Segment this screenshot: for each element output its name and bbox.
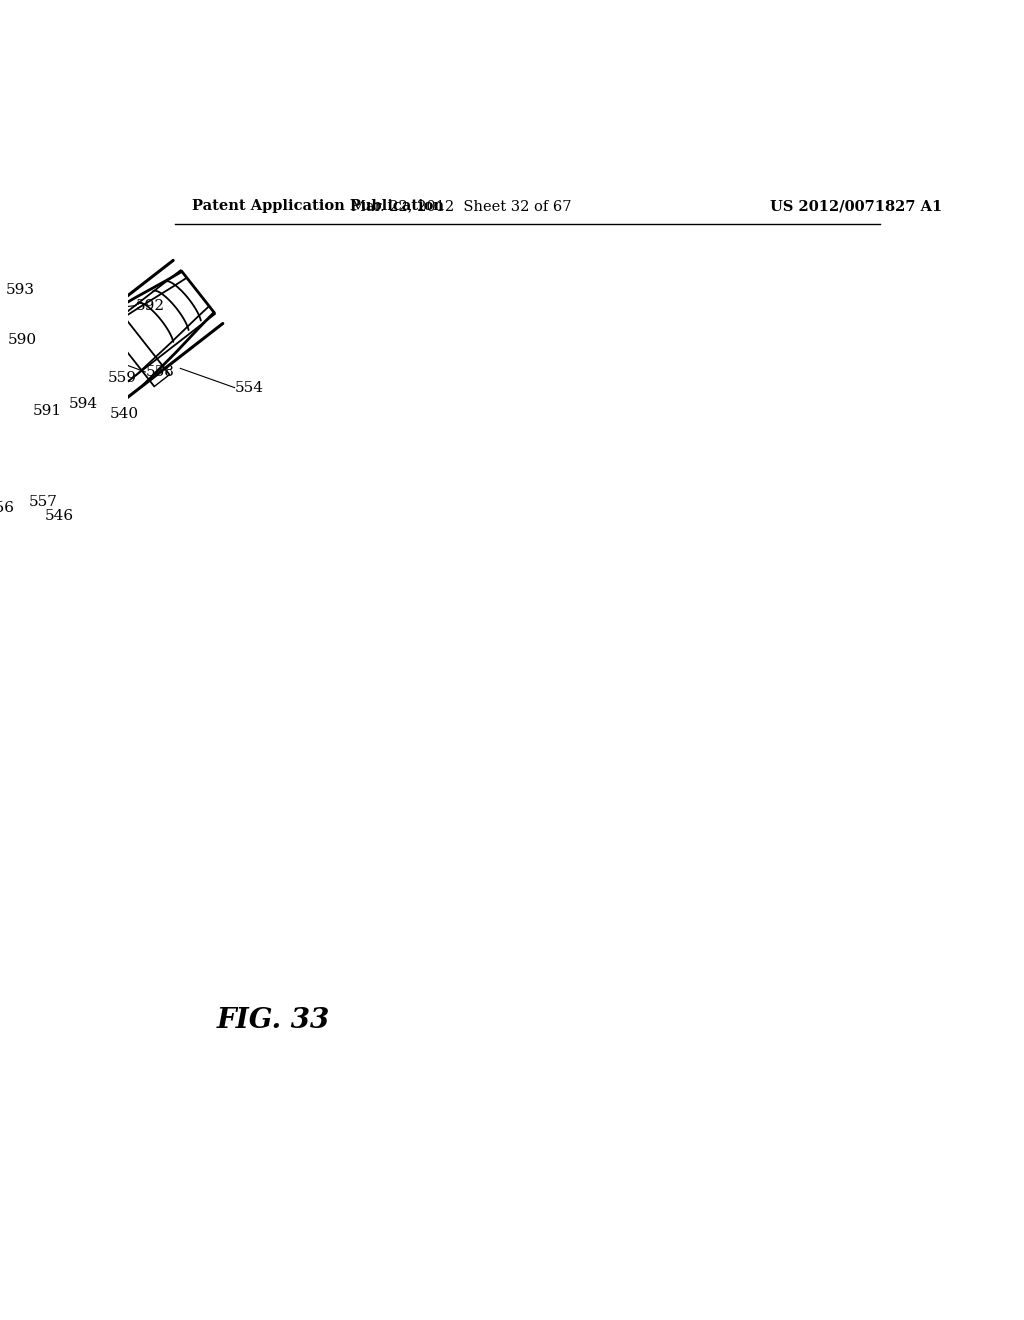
Text: 592: 592 (136, 298, 165, 313)
Text: 559: 559 (108, 371, 136, 385)
Text: 590: 590 (7, 333, 37, 347)
Text: 546: 546 (44, 510, 74, 523)
Text: 557: 557 (30, 495, 58, 508)
Text: US 2012/0071827 A1: US 2012/0071827 A1 (770, 199, 943, 213)
Text: 558: 558 (145, 364, 174, 379)
Text: 540: 540 (110, 407, 139, 421)
Text: Patent Application Publication: Patent Application Publication (191, 199, 443, 213)
Text: Mar. 22, 2012  Sheet 32 of 67: Mar. 22, 2012 Sheet 32 of 67 (351, 199, 571, 213)
Text: 556: 556 (0, 502, 14, 516)
Text: FIG. 33: FIG. 33 (217, 1007, 331, 1035)
Text: 591: 591 (33, 404, 61, 417)
Text: 593: 593 (5, 282, 35, 297)
Text: 594: 594 (69, 397, 98, 411)
Text: 554: 554 (234, 380, 263, 395)
